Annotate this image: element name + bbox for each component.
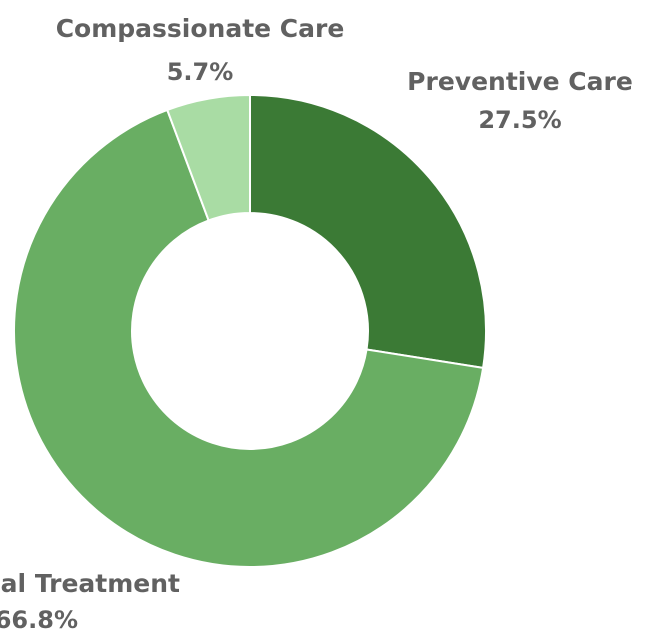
slice-preventive-care (249, 93, 487, 370)
donut-slices (13, 93, 487, 568)
slice-value-preventive-care: 27.5% (478, 106, 561, 134)
slice-label-preventive-care: Preventive Care (407, 67, 633, 96)
slice-value-compassionate-care: 5.7% (167, 58, 234, 86)
slice-label-compassionate-care: Compassionate Care (56, 14, 345, 43)
slice-label-medical-treatment: Medical Treatment (0, 569, 180, 598)
slice-labels: Preventive Care 27.5% Medical Treatment … (0, 14, 633, 632)
slice-compassionate-care (165, 93, 251, 222)
slice-value-medical-treatment: 66.8% (0, 606, 78, 632)
slice-medical-treatment (13, 108, 485, 568)
